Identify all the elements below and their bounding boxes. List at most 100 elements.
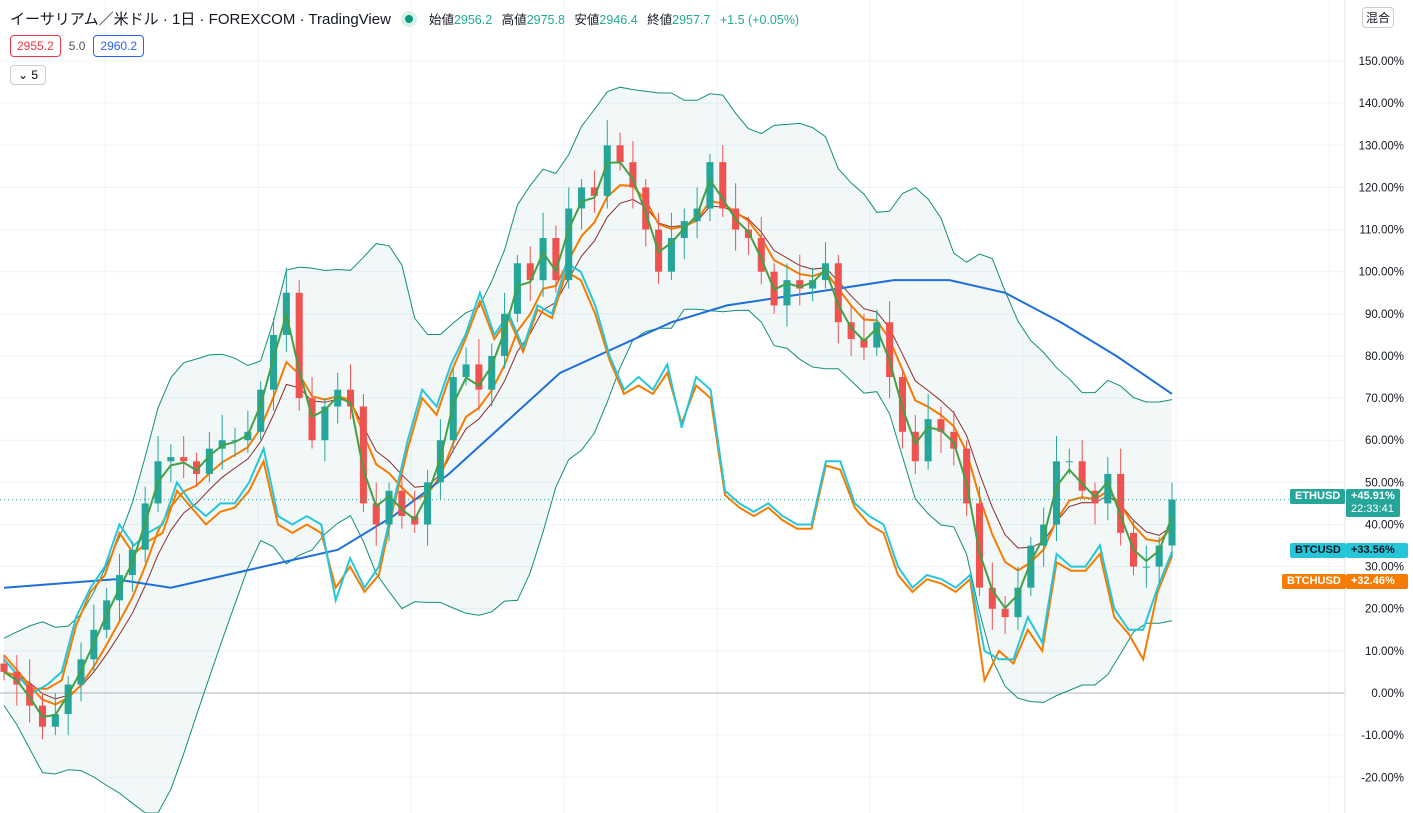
ethusd-last-value: +45.91% 22:33:41 (1346, 489, 1400, 517)
candle-body (565, 208, 573, 281)
bollinger-fill (4, 87, 1172, 813)
candle-body (231, 440, 239, 442)
candle-body (26, 684, 34, 706)
candle-body (1052, 461, 1061, 525)
y-tick-label: 100.00% (1359, 267, 1404, 279)
spread: 5.0 (68, 39, 86, 53)
y-tick-label: 10.00% (1365, 646, 1404, 658)
y-tick-label: 120.00% (1359, 182, 1404, 194)
bollinger-upper (3, 86, 1173, 639)
y-tick-label: 150.00% (1359, 56, 1404, 68)
candle-body (1065, 461, 1073, 463)
candle-body (424, 482, 432, 525)
btchusd-label: BTCHUSD (1282, 574, 1346, 589)
candle-body (616, 145, 624, 163)
candle-body (462, 364, 470, 378)
candle-body (924, 419, 932, 462)
candle-body (873, 322, 881, 348)
candle-body (1155, 545, 1163, 567)
candle-body (603, 145, 611, 196)
candle-body (13, 671, 21, 685)
candle-body (539, 237, 547, 281)
candle-body (809, 280, 817, 289)
buy-button[interactable]: 2960.2 (93, 35, 145, 57)
candle-body (963, 448, 971, 504)
candle-body (295, 292, 303, 399)
candle-body (141, 503, 149, 550)
candle-body (757, 237, 765, 272)
candle-body (911, 431, 919, 462)
candle-body (796, 280, 804, 289)
candle-body (706, 162, 714, 209)
candle-body (783, 280, 791, 306)
candle-body (449, 377, 457, 441)
indicators-toggle[interactable]: ⌄ 5 (10, 65, 47, 85)
symbol-title[interactable]: イーサリアム／米ドル · 1日 · FOREXCOM · TradingView (10, 11, 391, 28)
candle-body (308, 398, 316, 441)
candle-body (950, 431, 958, 449)
y-tick-label: 80.00% (1365, 351, 1404, 363)
candle-body (526, 263, 534, 281)
candle-body (501, 313, 509, 356)
candle-body (1117, 473, 1125, 533)
btcusd-line (3, 261, 1173, 695)
candle-body (590, 187, 598, 196)
indicator-count: 5 (31, 68, 39, 82)
close-label: 終値 (647, 13, 673, 27)
scale-mode-button[interactable]: 混合 (1362, 7, 1395, 28)
candle-body (347, 389, 355, 407)
ma-blue (3, 279, 1173, 589)
candle-body (667, 237, 675, 272)
candle-body (1078, 461, 1086, 491)
chevron-down-icon: ⌄ (18, 68, 29, 82)
candle-body (1027, 545, 1035, 588)
y-tick-label: -20.00% (1361, 772, 1404, 784)
market-status-icon (404, 14, 413, 23)
candle-body (834, 263, 842, 323)
candle-body (257, 389, 265, 432)
y-tick-label: 90.00% (1365, 309, 1404, 321)
ma-brown (3, 198, 1173, 700)
candle-body (205, 448, 213, 474)
candle-body (1014, 587, 1022, 618)
change-value: +1.5 (+0.05%) (719, 13, 800, 27)
candle-body (372, 503, 380, 525)
bar-countdown: 22:33:41 (1351, 503, 1394, 515)
y-tick-label: 130.00% (1359, 140, 1404, 152)
candle-body (385, 490, 393, 525)
y-tick-label: 0.00% (1371, 688, 1404, 700)
y-tick-label: 50.00% (1365, 477, 1404, 489)
candle-body (988, 587, 996, 609)
high-value: 2975.8 (526, 13, 565, 27)
candle-body (1104, 473, 1112, 504)
candle-body (321, 406, 329, 441)
candle-body (359, 406, 367, 504)
btcusd-label: BTCUSD (1290, 543, 1346, 558)
candle-body (0, 663, 8, 672)
y-tick-label: 140.00% (1359, 98, 1404, 110)
candle-body (578, 187, 586, 209)
close-value: 2957.7 (672, 13, 711, 27)
candle-body (847, 322, 855, 340)
ethusd-percent: +45.91% (1351, 490, 1395, 502)
y-tick-label: 110.00% (1359, 225, 1404, 237)
candle-body (975, 503, 984, 588)
bollinger-lower (3, 308, 1173, 813)
y-tick-label: 60.00% (1365, 435, 1404, 447)
candle-body (642, 187, 650, 230)
candle-body (860, 339, 868, 348)
candle-body (398, 490, 406, 517)
candle-body (167, 457, 175, 462)
y-tick-label: 20.00% (1365, 604, 1404, 616)
candle-body (51, 714, 59, 727)
low-label: 安値 (574, 13, 600, 27)
high-label: 高値 (501, 13, 527, 27)
y-tick-label: -10.00% (1361, 730, 1404, 742)
btchusd-last-value: +32.46% (1346, 574, 1408, 589)
ethusd-label: ETHUSD (1290, 489, 1346, 504)
low-value: 2946.4 (599, 13, 638, 27)
candle-body (475, 364, 483, 390)
btchusd-line (3, 270, 1173, 690)
sell-button[interactable]: 2955.2 (10, 35, 61, 57)
